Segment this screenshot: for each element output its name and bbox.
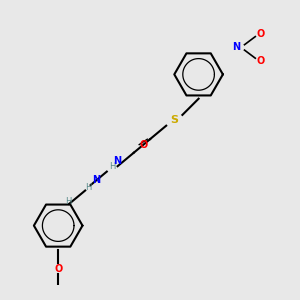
Text: H: H [85,183,91,192]
Text: O: O [256,29,265,39]
Text: O: O [54,264,62,274]
Text: S: S [170,115,178,125]
Text: H: H [65,197,72,206]
Text: N: N [92,175,100,185]
Text: H: H [109,162,116,171]
Text: N: N [113,156,122,166]
Text: O: O [256,56,265,66]
Text: O: O [139,140,148,150]
Text: N: N [232,42,241,52]
